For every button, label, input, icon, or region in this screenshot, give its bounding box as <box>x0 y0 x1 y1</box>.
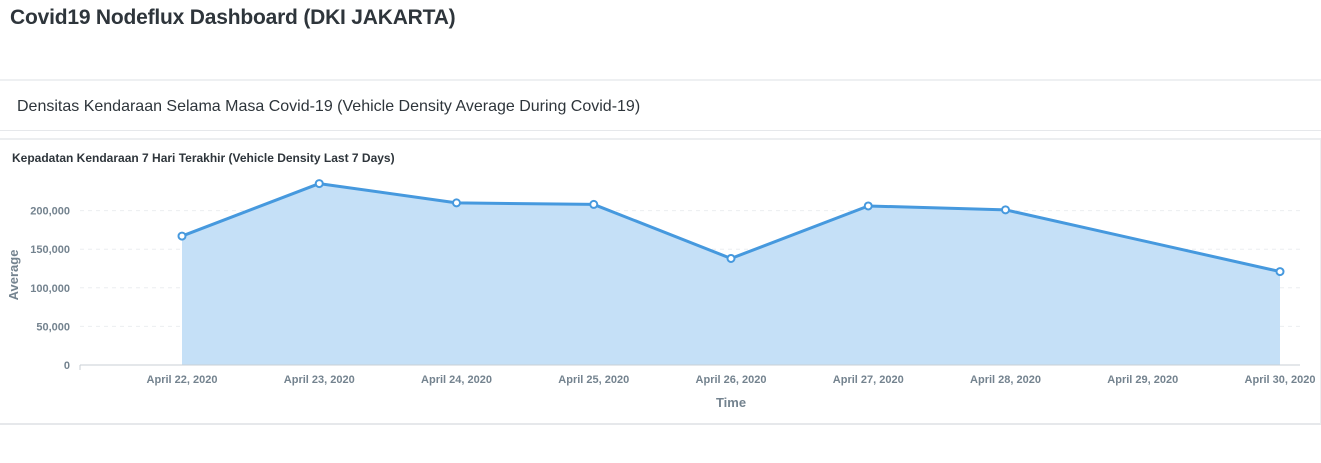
x-tick-label: April 27, 2020 <box>833 374 904 386</box>
x-tick-label: April 28, 2020 <box>970 374 1041 386</box>
section-heading: Densitas Kendaraan Selama Masa Covid-19 … <box>17 98 641 115</box>
x-tick-label: April 24, 2020 <box>421 374 492 386</box>
y-tick-label: 100,000 <box>30 283 70 295</box>
x-axis-label: Time <box>716 395 746 410</box>
data-point[interactable] <box>863 201 873 211</box>
y-tick-label: 50,000 <box>36 321 70 333</box>
x-tick-label: April 30, 2020 <box>1245 374 1316 386</box>
x-tick-label: April 26, 2020 <box>696 374 767 386</box>
data-point[interactable] <box>1001 205 1010 215</box>
data-point[interactable] <box>1275 267 1285 277</box>
dashboard-title: Covid19 Nodeflux Dashboard (DKI JAKARTA) <box>10 6 456 29</box>
data-point[interactable] <box>726 253 736 263</box>
data-point[interactable] <box>177 231 187 241</box>
point-layer <box>177 179 1285 277</box>
data-point[interactable] <box>589 199 599 209</box>
header-divider <box>0 79 1321 81</box>
x-tick-label: April 25, 2020 <box>558 374 629 386</box>
x-tick-label: April 22, 2020 <box>147 374 218 386</box>
density-area <box>182 183 1280 365</box>
area-layer <box>181 182 1281 365</box>
density-line <box>181 182 1281 274</box>
y-tick-label: 0 <box>64 360 70 372</box>
y-axis-label: Average <box>6 250 21 301</box>
axis-layer: 0 50,000 100,000 150,000 200,000 April 22, 20… <box>30 206 1315 386</box>
x-tick-label: April 29, 2020 <box>1107 374 1178 386</box>
y-tick-label: 200,000 <box>30 206 70 218</box>
y-tick-label: 150,000 <box>30 244 70 256</box>
x-tick-label: April 23, 2020 <box>284 374 355 386</box>
data-point[interactable] <box>314 179 324 189</box>
data-point[interactable] <box>452 198 461 208</box>
section-card <box>0 82 1321 131</box>
chart-title: Kepadatan Kendaraan 7 Hari Terakhir (Veh… <box>12 151 395 165</box>
